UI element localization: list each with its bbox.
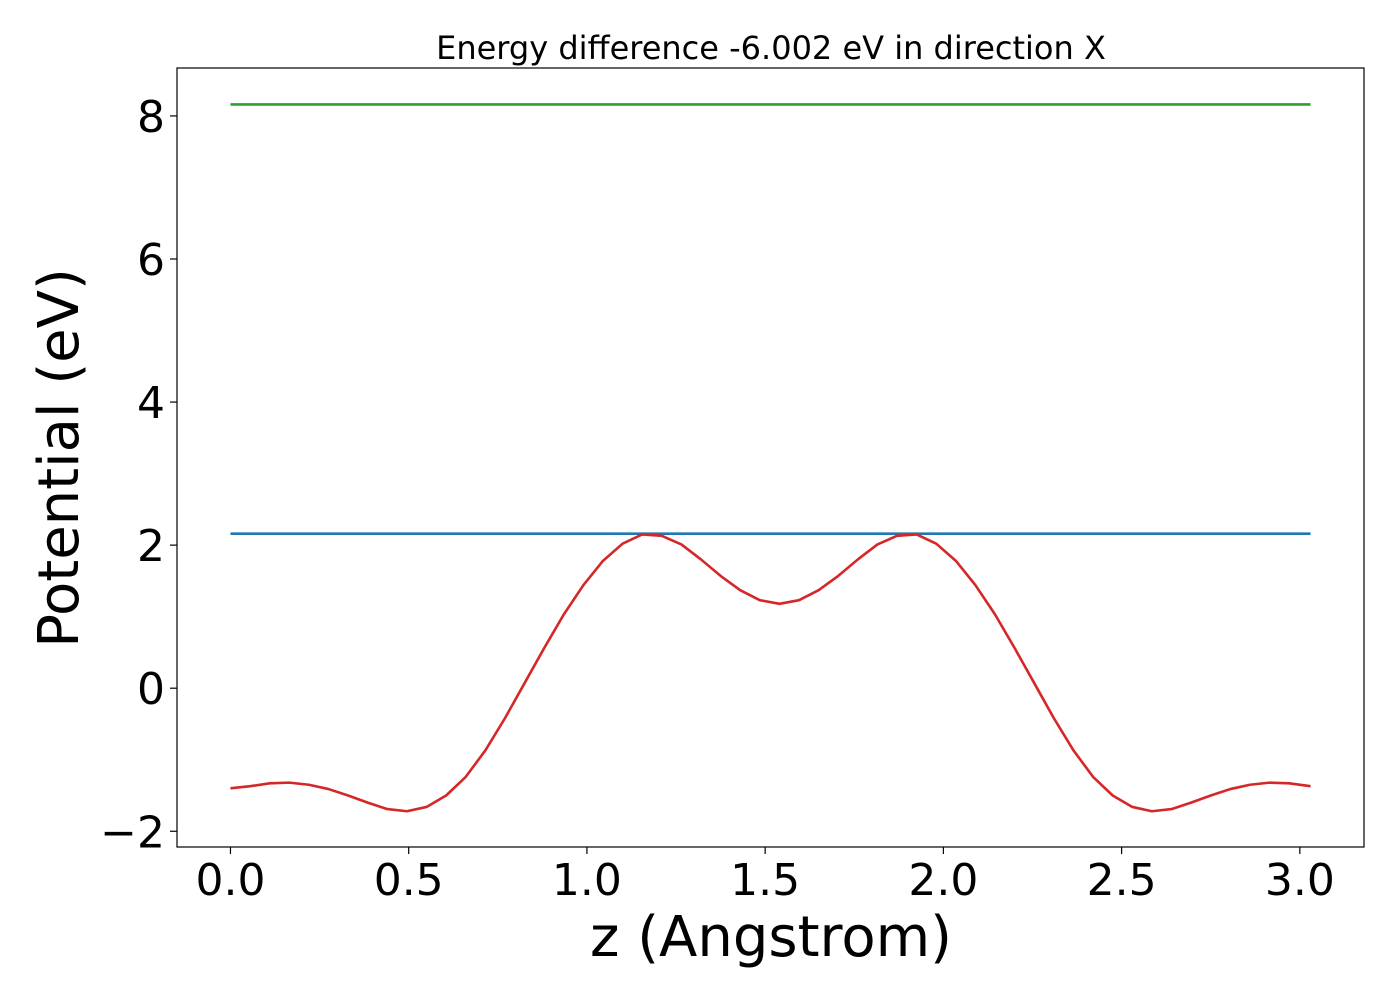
x-tick-label: 2.5 xyxy=(1087,855,1157,906)
x-axis-ticks: 0.0 0.5 1.0 1.5 2.0 2.5 3.0 xyxy=(195,847,1335,906)
x-tick-label: 1.0 xyxy=(552,855,622,906)
y-tick-label: 8 xyxy=(137,92,165,143)
x-tick-label: 0.5 xyxy=(374,855,444,906)
y-axis-ticks: −2 0 2 4 6 8 xyxy=(100,92,177,858)
x-tick-label: 0.0 xyxy=(195,855,265,906)
y-tick-label: 2 xyxy=(137,521,165,572)
x-tick-label: 3.0 xyxy=(1265,855,1335,906)
y-tick-label: 0 xyxy=(137,664,165,715)
y-axis-label: Potential (eV) xyxy=(27,268,92,648)
y-tick-label: 6 xyxy=(137,235,165,286)
series-line-2 xyxy=(230,533,1311,813)
plot-area xyxy=(230,103,1311,813)
y-tick-label: 4 xyxy=(137,378,165,429)
x-tick-label: 2.0 xyxy=(908,855,978,906)
x-axis-label: z (Angstrom) xyxy=(590,905,952,970)
x-tick-label: 1.5 xyxy=(730,855,800,906)
plot-frame xyxy=(176,67,1365,848)
chart-title: Energy difference -6.002 eV in direction… xyxy=(436,29,1106,67)
y-tick-label: −2 xyxy=(100,807,165,858)
